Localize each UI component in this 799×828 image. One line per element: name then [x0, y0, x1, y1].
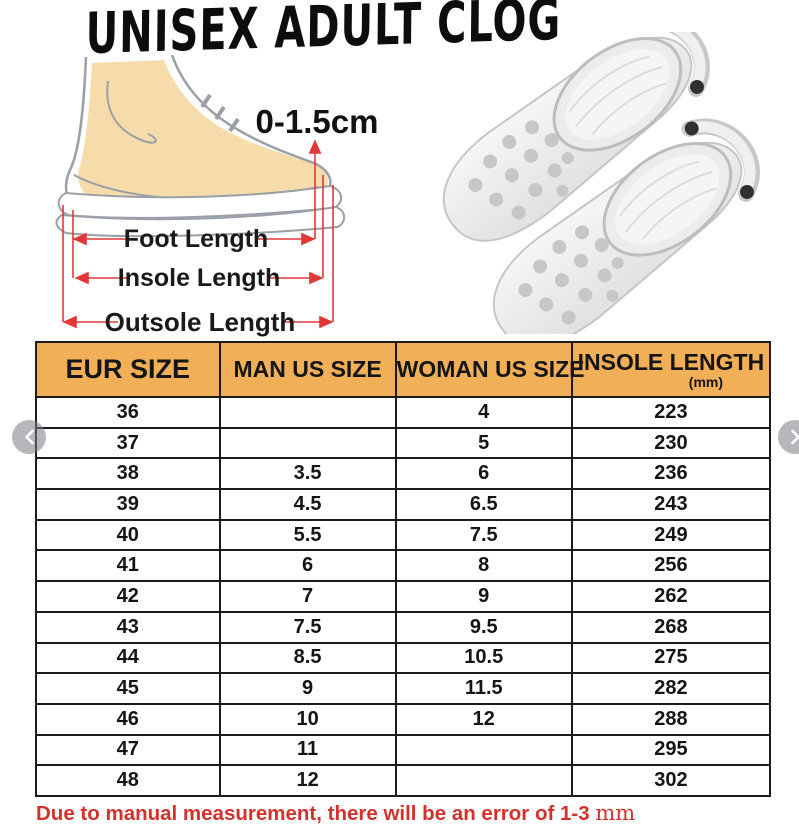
- cell-woman: 10.5: [394, 641, 573, 675]
- cell-eur: 47: [35, 733, 221, 767]
- size-row-37: 37 5 230: [35, 426, 772, 460]
- cell-woman: 8: [394, 549, 573, 583]
- cell-woman: 4: [394, 396, 573, 429]
- cell-insole: 275: [570, 641, 772, 675]
- cell-man: 7: [218, 580, 397, 613]
- disclaimer-unit: mm: [595, 801, 636, 825]
- cell-insole: 243: [570, 488, 772, 521]
- cell-man: 3.5: [218, 457, 397, 491]
- cell-man: 4.5: [218, 488, 397, 521]
- cell-insole: 288: [570, 702, 772, 736]
- cell-eur: 39: [35, 488, 221, 521]
- cell-woman: 6.5: [394, 488, 573, 521]
- cell-insole: 230: [570, 426, 772, 460]
- size-row-38: 38 3.5 6 236: [35, 457, 772, 491]
- cell-insole: 223: [570, 396, 772, 429]
- cell-man: 5.5: [218, 518, 397, 552]
- cell-woman: [394, 733, 573, 767]
- cell-eur: 38: [35, 457, 221, 491]
- cell-eur: 42: [35, 580, 221, 613]
- header-man-us-size: MAN US SIZE: [218, 341, 397, 398]
- cell-insole: 282: [570, 672, 772, 705]
- cell-woman: 5: [394, 426, 573, 460]
- header-insole-length-label: INSOLE LENGTH: [577, 348, 765, 375]
- cell-woman: [394, 764, 573, 797]
- size-row-36: 36 4 223: [35, 396, 772, 429]
- size-row-43: 43 7.5 9.5 268: [35, 610, 772, 644]
- foot-illustration: [78, 60, 328, 210]
- cell-eur: 46: [35, 702, 221, 736]
- cell-woman: 6: [394, 457, 573, 491]
- header-insole-length: INSOLE LENGTH (mm): [570, 341, 772, 398]
- cell-eur: 45: [35, 672, 221, 705]
- cell-man: 8.5: [218, 641, 397, 675]
- size-row-41: 41 6 8 256: [35, 549, 772, 583]
- outsole-length-label: Outsole Length: [105, 307, 296, 337]
- cell-eur: 44: [35, 641, 221, 675]
- cell-man: 11: [218, 733, 397, 767]
- cell-woman: 9.5: [394, 610, 573, 644]
- cell-woman: 11.5: [394, 672, 573, 705]
- tolerance-label: 0-1.5cm: [256, 103, 379, 140]
- cell-insole: 236: [570, 457, 772, 491]
- cell-woman: 12: [394, 702, 573, 736]
- cell-eur: 37: [35, 426, 221, 460]
- size-row-40: 40 5.5 7.5 249: [35, 518, 772, 552]
- cell-insole: 249: [570, 518, 772, 552]
- foot-length-label: Foot Length: [124, 225, 268, 253]
- size-row-46: 46 10 12 288: [35, 702, 772, 736]
- size-table-container: EUR SIZE MAN US SIZE WOMAN US SIZE INSOL…: [35, 341, 772, 797]
- insole-length-label: Insole Length: [118, 264, 281, 292]
- size-table: EUR SIZE MAN US SIZE WOMAN US SIZE INSOL…: [35, 341, 772, 797]
- clogs-image: [398, 32, 796, 334]
- measurement-disclaimer: Due to manual measurement, there will be…: [36, 801, 635, 826]
- header-eur-size: EUR SIZE: [35, 341, 221, 398]
- cell-insole: 256: [570, 549, 772, 583]
- cell-insole: 268: [570, 610, 772, 644]
- chevron-left-icon: [24, 429, 34, 445]
- header-woman-us-size: WOMAN US SIZE: [394, 341, 585, 398]
- foot-measurement-diagram: 0-1.5cm Foot Length Insole Length Outsol…: [55, 55, 379, 337]
- cell-eur: 41: [35, 549, 221, 583]
- cell-insole: 295: [570, 733, 772, 767]
- cell-man: [218, 396, 397, 429]
- size-table-body: 36 4 223 37 5 230 38 3.5 6 236 39 4.5 6.5 243 40 5.5 7.5…: [35, 396, 772, 797]
- cell-woman: 9: [394, 580, 573, 613]
- cell-eur: 48: [35, 764, 221, 797]
- cell-insole: 262: [570, 580, 772, 613]
- cell-woman: 7.5: [394, 518, 573, 552]
- cell-man: 6: [218, 549, 397, 583]
- cell-man: 9: [218, 672, 397, 705]
- size-row-42: 42 7 9 262: [35, 580, 772, 613]
- size-row-44: 44 8.5 10.5 275: [35, 641, 772, 675]
- header-insole-unit: (mm): [688, 373, 724, 390]
- carousel-next-button[interactable]: [778, 420, 799, 454]
- cell-eur: 36: [35, 396, 221, 429]
- cell-man: 12: [218, 764, 397, 797]
- cell-insole: 302: [570, 764, 772, 797]
- cell-man: 10: [218, 702, 397, 736]
- size-row-45: 45 9 11.5 282: [35, 672, 772, 705]
- cell-eur: 40: [35, 518, 221, 552]
- size-row-47: 47 11 295: [35, 733, 772, 767]
- chevron-right-icon: [790, 429, 799, 445]
- size-table-header-row: EUR SIZE MAN US SIZE WOMAN US SIZE INSOL…: [35, 341, 772, 398]
- cell-man: 7.5: [218, 610, 397, 644]
- cell-eur: 43: [35, 610, 221, 644]
- size-row-39: 39 4.5 6.5 243: [35, 488, 772, 521]
- disclaimer-text: Due to manual measurement, there will be…: [36, 802, 596, 825]
- size-row-48: 48 12 302: [35, 764, 772, 797]
- cell-man: [218, 426, 397, 460]
- carousel-prev-button[interactable]: [12, 420, 46, 454]
